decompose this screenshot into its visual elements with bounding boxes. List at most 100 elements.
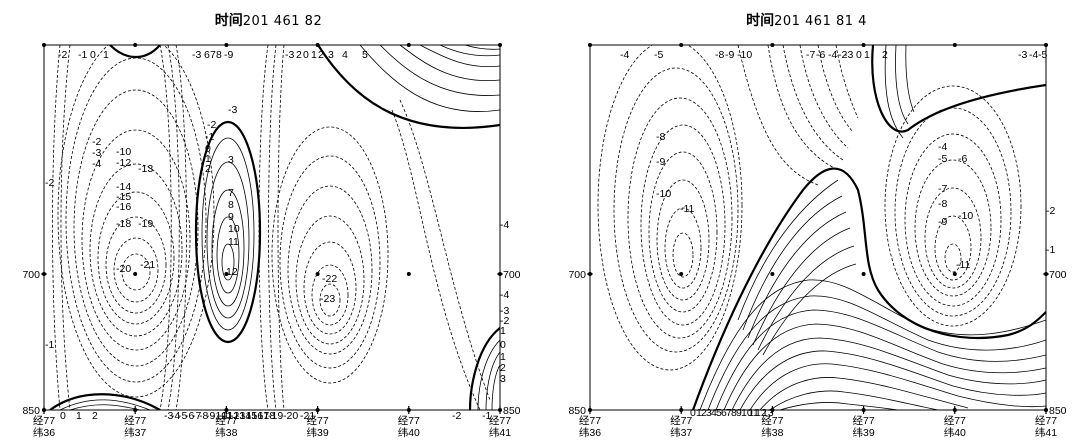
contour-label: 1	[76, 410, 82, 422]
contour-line	[391, 109, 481, 410]
x-tick-label-lon: 经77	[1035, 414, 1057, 427]
contour-label: -1	[205, 131, 214, 143]
contour-label: -3	[228, 104, 237, 116]
contour-label: 1	[696, 407, 702, 419]
contour-label: -4	[171, 410, 180, 422]
y-tick-label-left: 850	[568, 405, 586, 417]
x-tick-label-lat: 纬39	[853, 426, 875, 439]
contour-line	[739, 350, 1046, 410]
contour-label: -1	[78, 49, 87, 61]
contour-label: 1	[500, 325, 506, 337]
station-dot	[406, 43, 411, 47]
station-dot	[224, 43, 229, 47]
contour-label: -10	[116, 146, 131, 158]
contour-line-zero	[871, 45, 1046, 133]
x-tick-label-lat: 纬41	[489, 426, 511, 439]
contour-label: -4	[500, 289, 509, 301]
contour-label: -5	[178, 410, 187, 422]
station-dot	[406, 408, 411, 412]
contour-label: 10	[228, 223, 240, 235]
y-tick-label-right: 700	[1049, 269, 1067, 281]
station-dot	[861, 272, 866, 276]
contour-line	[799, 45, 849, 149]
x-tick-label-lon: 经77	[33, 414, 55, 427]
contour-label: -16	[116, 201, 131, 213]
contour-line	[121, 253, 151, 291]
contour-label: -4	[938, 141, 947, 153]
contour-label: 0	[90, 49, 96, 61]
contour-label: 7	[228, 187, 234, 199]
contour-label: 0	[60, 410, 66, 422]
contour-line	[762, 263, 857, 356]
axes-left: 经77纬36经77纬37经77纬38经77纬39经77纬40经77纬417008…	[22, 43, 521, 439]
station-dot	[679, 272, 684, 276]
contour-label: -4	[92, 158, 101, 170]
contour-line	[905, 45, 915, 113]
contour-label: 2	[500, 362, 506, 374]
station-dot	[133, 43, 138, 47]
contour-line	[113, 237, 159, 303]
station-dot	[498, 43, 502, 47]
contours-positive	[59, 45, 500, 410]
contour-line	[752, 227, 851, 346]
contour-labels-left: -2 -1 0 1 -3 6 7 8 -9 -3 2 0 1 2 3 4 5 -…	[45, 49, 509, 422]
contour-label: -3	[92, 147, 101, 159]
contour-label: -6	[185, 410, 194, 422]
x-tick-label-lat: 纬36	[579, 426, 601, 439]
contour-line	[65, 57, 207, 383]
contour-label: 6	[721, 407, 727, 419]
x-tick-label-lon: 经77	[398, 414, 420, 427]
contour-line	[399, 99, 491, 401]
station-dot	[224, 272, 229, 276]
contour-label: -15	[116, 191, 131, 203]
contour-line	[895, 45, 909, 125]
contour-line-zero	[317, 45, 500, 130]
title-prefix: 时间	[214, 13, 243, 29]
contour-line	[439, 45, 500, 57]
contour-label: -5	[938, 153, 947, 165]
contour-line	[737, 179, 839, 321]
contour-label: 3	[328, 49, 334, 61]
x-tick-label-lon: 经77	[124, 414, 146, 427]
station-dot	[498, 408, 502, 412]
contour-line-zero	[194, 120, 262, 344]
contour-line	[206, 161, 250, 319]
contour-line	[464, 45, 500, 50]
contour-label: -2	[45, 177, 54, 189]
contour-line	[779, 402, 899, 410]
station-dot	[133, 272, 138, 276]
contours-zero	[691, 45, 1046, 410]
contour-line	[707, 295, 1046, 410]
contour-label: 6	[204, 49, 210, 61]
contour-line	[167, 45, 180, 410]
contour-label: -13	[138, 163, 153, 175]
contour-label: 1	[864, 49, 870, 61]
contour-line	[924, 187, 982, 289]
contour-line	[699, 279, 1046, 410]
plot-frame	[43, 44, 501, 411]
contour-line	[303, 241, 357, 335]
contour-label: 13	[762, 407, 774, 419]
contour-line	[268, 45, 277, 410]
station-dot	[770, 43, 775, 47]
contour-label: -3	[192, 49, 201, 61]
contour-plot-left: 经77纬36经77纬37经77纬38经77纬39经77纬40经77纬417008…	[22, 43, 521, 439]
contour-line	[73, 89, 199, 367]
contour-label: -4	[828, 49, 837, 61]
contour-label: -5	[1038, 49, 1047, 61]
x-tick-label-lat: 纬37	[670, 426, 692, 439]
contour-label: -9	[656, 156, 665, 168]
contour-label: -1	[482, 410, 491, 422]
contour-label: -2	[452, 410, 461, 422]
contour-label: -7	[938, 183, 947, 195]
contour-line	[737, 45, 819, 186]
station-dot	[315, 43, 320, 47]
title-value: 201 461 81 4	[774, 14, 867, 29]
contour-line	[159, 45, 172, 410]
y-tick-label-right: 850	[1049, 405, 1067, 417]
x-tick-label-lon: 经77	[670, 414, 692, 427]
contour-label: 10	[741, 407, 753, 419]
contour-label: 5	[362, 49, 368, 61]
contour-line	[295, 215, 365, 345]
contour-label: -22	[322, 273, 337, 285]
